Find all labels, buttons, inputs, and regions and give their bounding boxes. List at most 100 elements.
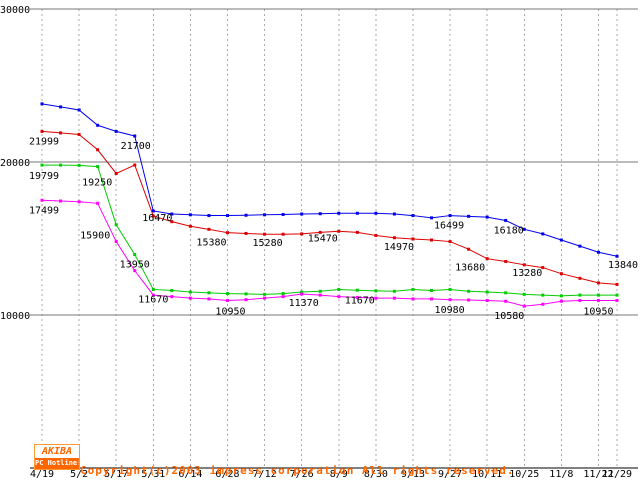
series-marker-red-series <box>207 227 211 231</box>
x-axis-tick-label: 5/17 <box>104 469 128 480</box>
x-axis-tick-label: 5/2 <box>70 469 88 480</box>
series-marker-green-series <box>151 287 155 291</box>
series-marker-magenta-series <box>188 296 192 300</box>
series-marker-magenta-series <box>522 304 526 308</box>
series-marker-magenta-series <box>225 298 229 302</box>
series-marker-blue-series <box>559 238 563 242</box>
series-marker-blue-series <box>225 214 229 218</box>
data-point-label: 16499 <box>434 221 464 232</box>
series-marker-blue-series <box>448 214 452 218</box>
series-marker-magenta-series <box>281 295 285 299</box>
series-marker-blue-series <box>318 212 322 216</box>
series-marker-red-series <box>522 263 526 267</box>
series-marker-green-series <box>522 292 526 296</box>
series-marker-blue-series <box>40 102 44 106</box>
series-marker-green-series <box>300 290 304 294</box>
series-marker-blue-series <box>504 218 508 222</box>
series-marker-green-series <box>504 291 508 295</box>
series-marker-magenta-series <box>374 296 378 300</box>
series-line-green-series <box>42 164 617 297</box>
x-axis-tick-label: 11/8 <box>549 469 573 480</box>
x-axis-tick-label: 11/22 <box>583 469 613 480</box>
data-point-label: 13280 <box>512 268 542 279</box>
x-axis-tick-label: 10/11 <box>472 469 502 480</box>
series-marker-green-series <box>430 289 434 293</box>
x-axis-tick-label: 9/13 <box>401 469 425 480</box>
data-point-label: 11370 <box>289 298 319 309</box>
series-marker-green-series <box>114 223 118 227</box>
series-marker-magenta-series <box>244 298 248 302</box>
series-marker-magenta-series <box>77 200 81 204</box>
series-marker-blue-series <box>541 232 545 236</box>
series-marker-green-series <box>170 289 174 293</box>
series-marker-red-series <box>467 247 471 251</box>
series-marker-red-series <box>596 281 600 285</box>
series-marker-blue-series <box>355 211 359 215</box>
series-marker-blue-series <box>300 212 304 216</box>
series-marker-magenta-series <box>207 297 211 301</box>
series-marker-blue-series <box>430 216 434 220</box>
series-marker-green-series <box>578 293 582 297</box>
data-point-label: 10580 <box>494 311 524 322</box>
series-marker-red-series <box>411 237 415 241</box>
series-marker-red-series <box>559 272 563 276</box>
series-marker-red-series <box>133 163 137 167</box>
series-marker-blue-series <box>467 214 471 218</box>
series-marker-magenta-series <box>170 295 174 299</box>
series-marker-magenta-series <box>263 296 267 300</box>
data-point-label: 13950 <box>120 260 150 271</box>
data-point-label: 15470 <box>308 233 338 244</box>
series-marker-red-series <box>188 224 192 228</box>
series-marker-green-series <box>337 287 341 291</box>
series-marker-blue-series <box>596 250 600 254</box>
series-marker-red-series <box>355 230 359 234</box>
series-marker-green-series <box>59 163 63 167</box>
series-marker-magenta-series <box>96 201 100 205</box>
series-marker-blue-series <box>188 213 192 217</box>
series-marker-magenta-series <box>392 296 396 300</box>
series-marker-magenta-series <box>578 298 582 302</box>
series-marker-blue-series <box>615 254 619 258</box>
data-point-label: 15280 <box>253 238 283 249</box>
series-marker-blue-series <box>244 213 248 217</box>
series-marker-blue-series <box>170 212 174 216</box>
series-marker-red-series <box>170 220 174 224</box>
series-marker-green-series <box>411 287 415 291</box>
series-marker-red-series <box>40 129 44 133</box>
x-axis-tick-label: 7/26 <box>290 469 314 480</box>
series-marker-red-series <box>244 231 248 235</box>
x-axis-tick-label: 9/27 <box>438 469 462 480</box>
series-marker-magenta-series <box>318 293 322 297</box>
data-point-label: 15900 <box>80 231 110 242</box>
series-marker-red-series <box>59 131 63 135</box>
logo-akiba-text: AKIBA <box>41 446 73 457</box>
series-marker-blue-series <box>263 213 267 217</box>
series-marker-blue-series <box>207 214 211 218</box>
series-marker-blue-series <box>337 211 341 215</box>
series-marker-blue-series <box>133 134 137 138</box>
series-marker-magenta-series <box>485 298 489 302</box>
y-axis-tick-label: 10000 <box>0 311 30 322</box>
series-marker-magenta-series <box>615 298 619 302</box>
series-marker-magenta-series <box>504 299 508 303</box>
series-line-red-series <box>41 130 618 285</box>
data-point-label: 19250 <box>82 177 112 188</box>
data-point-label: 21999 <box>29 136 59 147</box>
series-marker-magenta-series <box>411 297 415 301</box>
series-marker-green-series <box>355 288 359 292</box>
series-marker-blue-series <box>374 211 378 215</box>
x-axis-tick-label: 4/19 <box>30 469 54 480</box>
series-marker-green-series <box>318 289 322 293</box>
series-marker-green-series <box>77 163 81 167</box>
footer-copyright: Copyright(c)2003 impress corporation All… <box>80 441 515 480</box>
series-marker-green-series <box>133 253 137 257</box>
data-point-label: 15380 <box>196 238 226 249</box>
data-point-label: 16180 <box>494 225 524 236</box>
series-line-blue-series <box>41 103 618 257</box>
series-marker-magenta-series <box>541 302 545 306</box>
akiba-pc-hotline-logo: AKIBA PC Hotline! <box>34 444 80 470</box>
series-marker-green-series <box>485 290 489 294</box>
data-point-label: 11670 <box>138 294 168 305</box>
x-axis-tick-label: 11/29 <box>602 469 632 480</box>
